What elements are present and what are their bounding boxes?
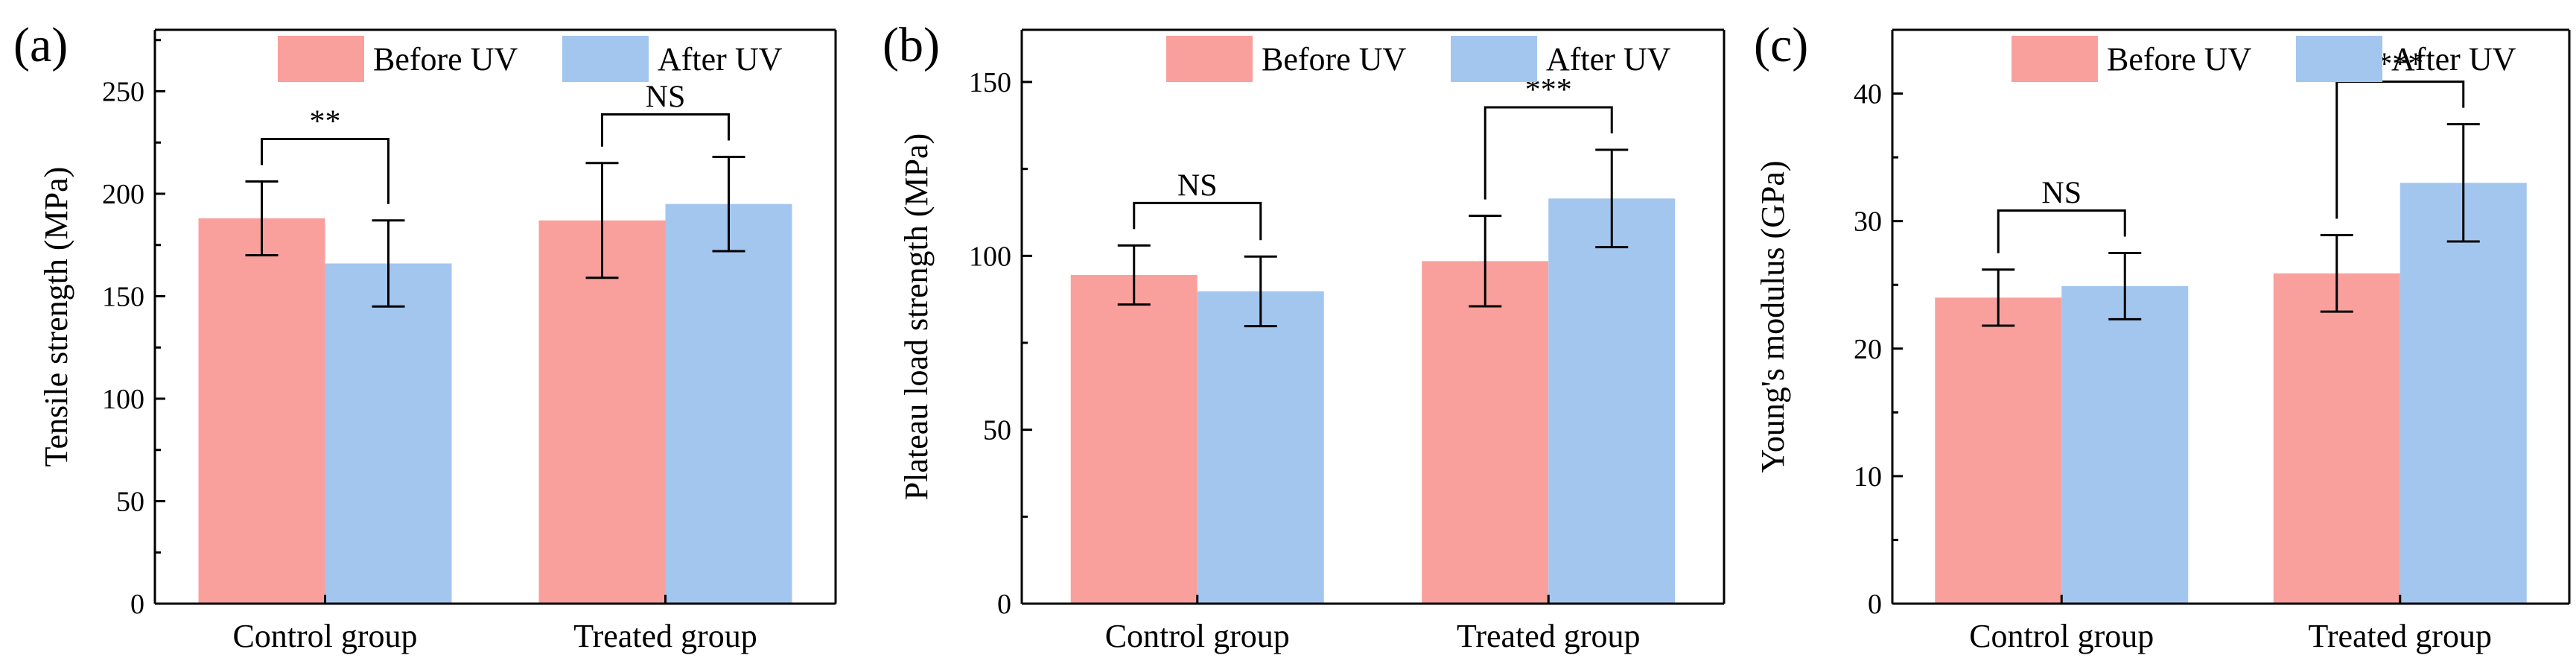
bar-after-uv-treated [665,203,792,604]
y-tick-label: 250 [102,77,144,108]
y-tick-label: 0 [1868,589,1882,620]
y-tick-label: 150 [969,67,1011,98]
legend-label-before-uv: Before UV [1262,41,1406,78]
y-tick-label: 40 [1854,79,1882,110]
y-axis-title: Plateau load strength (MPa) [898,133,935,500]
legend-swatch-after-uv [2296,36,2382,82]
y-tick-label: 20 [1854,334,1882,365]
y-axis-title: Tensile strength (MPa) [38,167,74,467]
legend-swatch-after-uv [1451,36,1537,82]
category-label: Treated group [1457,618,1640,654]
panel-letter: (b) [882,18,940,72]
legend-label-after-uv: After UV [658,41,783,78]
panel-letter: (a) [13,18,68,72]
significance-bracket [601,113,730,147]
significance-label: NS [646,80,686,115]
bar-after-uv-treated [2400,183,2527,604]
category-label: Control group [1969,618,2154,654]
bar-after-uv-control [2061,285,2189,604]
bar-before-uv-treated [2273,273,2400,604]
y-axis-title: Young's modulus (GPa) [1755,160,1791,472]
bar-before-uv-control [198,218,325,604]
significance-label: *** [2376,48,2423,82]
legend-label-before-uv: Before UV [373,41,518,78]
significance-label: ** [310,105,341,139]
legend-label-after-uv: After UV [1546,41,1671,78]
y-tick-label: 200 [102,179,144,210]
category-label: Control group [1105,618,1290,654]
bar-after-uv-control [1197,291,1324,604]
legend-swatch-before-uv [278,36,364,82]
y-tick-label: 150 [102,282,144,313]
legend-swatch-before-uv [2011,36,2098,82]
significance-bracket [2335,80,2465,219]
y-tick-label: 100 [102,384,144,415]
y-tick-label: 50 [983,415,1011,446]
bar-before-uv-control [1935,297,2062,604]
significance-label: NS [2041,176,2082,210]
y-tick-label: 0 [130,589,144,620]
significance-label: NS [1177,168,1218,203]
bar-before-uv-control [1070,275,1198,604]
legend-label-before-uv: Before UV [2107,41,2251,78]
panel-a: ** Control group NS Treated group 0 50 100 150 2… [13,18,837,654]
y-tick-label: 50 [116,487,144,518]
y-tick-label: 30 [1854,206,1882,238]
category-label: Control group [232,618,417,654]
y-tick-label: 100 [969,241,1011,272]
y-tick-label: 0 [997,589,1011,620]
category-label: Treated group [2309,618,2492,654]
panel-letter: (c) [1754,18,1808,72]
legend-swatch-after-uv [562,36,649,82]
y-tick-label: 10 [1854,461,1882,493]
legend-label-after-uv: After UV [2391,41,2516,78]
significance-bracket [1483,106,1613,200]
bar-before-uv-treated [538,220,666,604]
significance-bracket [1997,209,2126,253]
panel-c: NS Control group *** Treated group 0 10 20 30 40… [1754,18,2571,654]
bar-after-uv-treated [1548,198,1676,604]
bar-after-uv-control [325,263,452,604]
significance-bracket [261,138,389,204]
legend-swatch-before-uv [1166,36,1253,82]
bar-before-uv-treated [1422,261,1549,604]
significance-bracket [1133,201,1262,241]
category-label: Treated group [573,618,757,654]
